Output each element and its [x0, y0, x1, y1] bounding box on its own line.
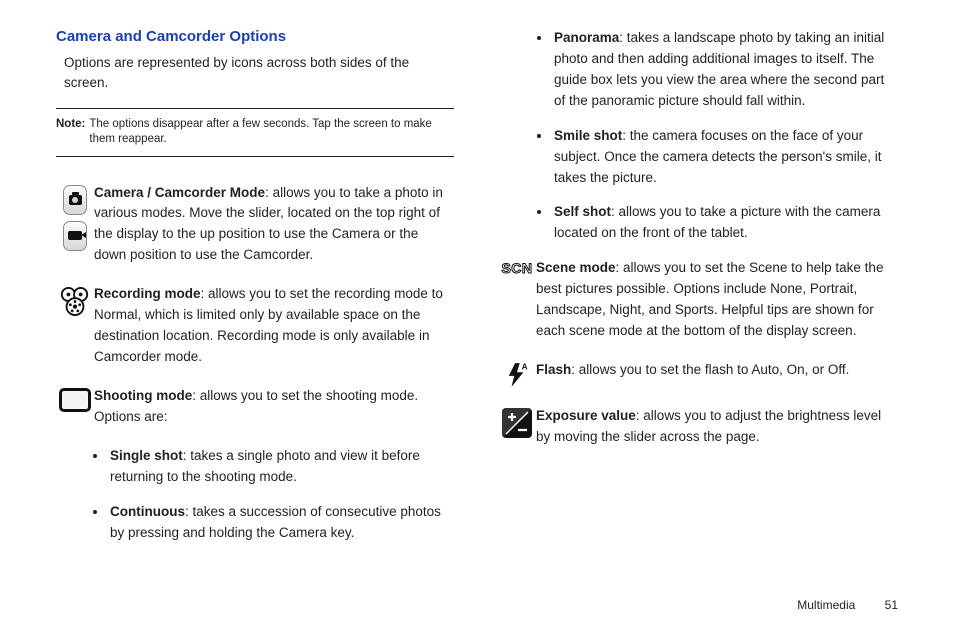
feature-title: Flash [536, 362, 571, 377]
bullet-title: Single shot [110, 448, 183, 463]
flash-icon: A [506, 362, 528, 388]
flash-icon-wrap: A [498, 360, 536, 388]
feature-title: Scene mode [536, 260, 616, 275]
exposure-icon [502, 408, 532, 438]
svg-text:A: A [522, 362, 528, 371]
intro-text: Options are represented by icons across … [64, 53, 454, 94]
scene-mode-icon: SCN [498, 258, 536, 342]
feature-camera-mode-text: Camera / Camcorder Mode: allows you to t… [94, 183, 454, 267]
feature-scene-mode-text: Scene mode: allows you to set the Scene … [536, 258, 896, 342]
feature-title: Camera / Camcorder Mode [94, 185, 265, 200]
note-text: The options disappear after a few second… [89, 117, 454, 148]
section-heading: Camera and Camcorder Options [56, 28, 454, 45]
bullet-self-shot: Self shot: allows you to take a picture … [552, 202, 896, 244]
feature-flash-text: Flash: allows you to set the flash to Au… [536, 360, 896, 388]
scn-icon: SCN [501, 260, 532, 276]
feature-exposure: Exposure value: allows you to adjust the… [498, 406, 896, 448]
left-column: Camera and Camcorder Options Options are… [56, 28, 454, 557]
camera-camcorder-icons [56, 183, 94, 267]
feature-title: Shooting mode [94, 388, 192, 403]
feature-recording-mode: Recording mode: allows you to set the re… [56, 284, 454, 368]
bullet-single-shot: Single shot: takes a single photo and vi… [108, 446, 454, 488]
bullet-title: Self shot [554, 204, 611, 219]
feature-recording-mode-text: Recording mode: allows you to set the re… [94, 284, 454, 368]
feature-camera-mode: Camera / Camcorder Mode: allows you to t… [56, 183, 454, 267]
feature-desc: : allows you to set the flash to Auto, O… [571, 362, 849, 377]
feature-scene-mode: SCN Scene mode: allows you to set the Sc… [498, 258, 896, 342]
bullet-title: Panorama [554, 30, 619, 45]
feature-title: Recording mode [94, 286, 201, 301]
two-column-layout: Camera and Camcorder Options Options are… [56, 28, 898, 557]
bullet-panorama: Panorama: takes a landscape photo by tak… [552, 28, 896, 112]
feature-shooting-mode: Shooting mode: allows you to set the sho… [56, 386, 454, 428]
bullet-smile-shot: Smile shot: the camera focuses on the fa… [552, 126, 896, 189]
footer-page-number: 51 [885, 598, 898, 612]
recording-mode-icon [56, 284, 94, 368]
feature-shooting-mode-text: Shooting mode: allows you to set the sho… [94, 386, 454, 428]
right-column: Panorama: takes a landscape photo by tak… [498, 28, 896, 557]
shooting-mode-bullets-continued: Panorama: takes a landscape photo by tak… [552, 28, 896, 244]
feature-flash: A Flash: allows you to set the flash to … [498, 360, 896, 388]
shooting-mode-bullets: Single shot: takes a single photo and vi… [108, 446, 454, 544]
exposure-icon-wrap [498, 406, 536, 448]
note-block: Note: The options disappear after a few … [56, 108, 454, 157]
feature-exposure-text: Exposure value: allows you to adjust the… [536, 406, 896, 448]
feature-title: Exposure value [536, 408, 636, 423]
note-label: Note: [56, 117, 85, 148]
bullet-continuous: Continuous: takes a succession of consec… [108, 502, 454, 544]
single-frame-icon [59, 388, 91, 412]
camcorder-icon [63, 221, 87, 251]
footer-section: Multimedia [797, 598, 855, 612]
bullet-title: Smile shot [554, 128, 622, 143]
shooting-mode-icon [56, 386, 94, 428]
camera-icon [63, 185, 87, 215]
page-footer: Multimedia 51 [797, 598, 898, 612]
bullet-title: Continuous [110, 504, 185, 519]
